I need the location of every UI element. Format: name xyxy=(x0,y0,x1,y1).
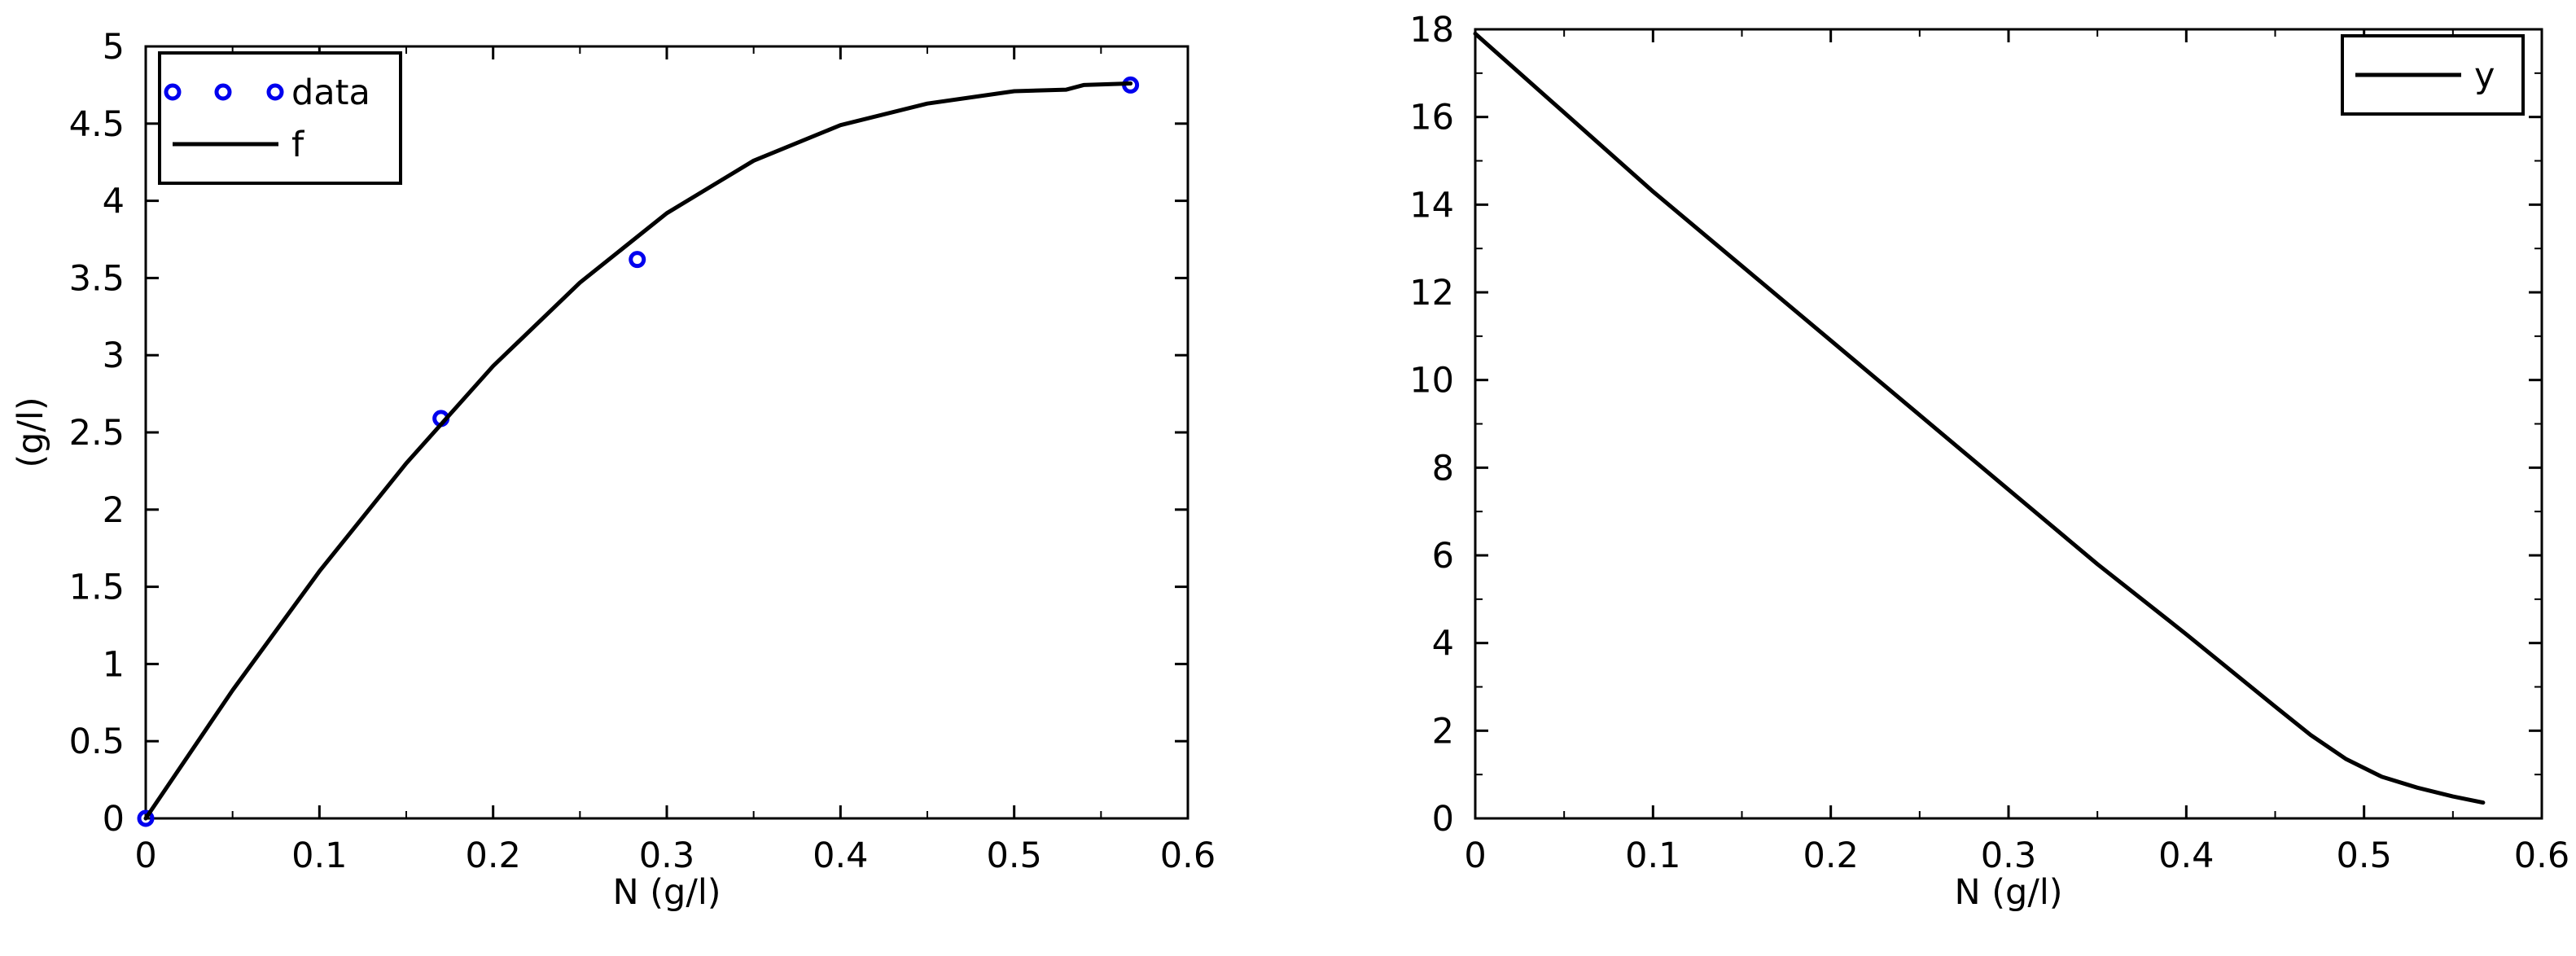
x-tick-label: 0.3 xyxy=(639,835,694,876)
y-tick-label: 4 xyxy=(1432,624,1454,664)
y-tick-label: 4.5 xyxy=(69,104,125,145)
legend-label-y: y xyxy=(2474,55,2495,96)
legend: y xyxy=(2341,34,2525,116)
y-tick-label: 14 xyxy=(1409,185,1454,226)
legend-label-f: f xyxy=(291,125,304,165)
legend-swatch-data xyxy=(164,83,182,101)
chart-right: 0 0.1 0.2 0.3 0.4 0.5 0.6 0 2 4 6 8 10 12 14 16 18 N (g/l… xyxy=(1409,10,2569,913)
x-tick-label: 0.6 xyxy=(2514,835,2569,876)
y-tick-label: 0 xyxy=(1432,799,1454,840)
y-tick-label: 10 xyxy=(1409,361,1454,401)
x-tick-label: 0.6 xyxy=(1160,835,1216,876)
data-point-data xyxy=(629,251,646,269)
x-axis-label: N (g/l) xyxy=(612,872,721,913)
y-tick-label: 6 xyxy=(1432,536,1454,577)
y-tick-label: 18 xyxy=(1409,10,1454,50)
y-tick-label: 1 xyxy=(103,644,125,685)
y-tick-label: 3.5 xyxy=(69,258,125,299)
y-axis-label: (g/l) xyxy=(11,397,51,467)
x-tick-label: 0.4 xyxy=(2158,835,2214,876)
legend-label-data: data xyxy=(291,72,370,113)
legend: data f xyxy=(158,51,402,185)
y-tick-label: 2 xyxy=(1432,711,1454,752)
x-tick-label: 0 xyxy=(134,835,156,876)
y-tick-label: 2.5 xyxy=(69,413,125,454)
x-tick-label: 0.2 xyxy=(465,835,520,876)
x-tick-label: 0.4 xyxy=(813,835,868,876)
x-tick-label: 0.5 xyxy=(986,835,1041,876)
series-line-f xyxy=(143,81,1133,821)
x-tick-label: 0.3 xyxy=(1981,835,2036,876)
y-tick-label: 4 xyxy=(103,182,125,222)
y-tick-label: 5 xyxy=(103,27,125,68)
y-tick-label: 0.5 xyxy=(69,721,125,762)
data-point-data xyxy=(137,809,155,827)
x-tick-label: 0.2 xyxy=(1803,835,1858,876)
chart-left: 0 0.1 0.2 0.3 0.4 0.5 0.6 0 0.5 1 1.5 2 2.5 3 3.5 4 4.5 5… xyxy=(11,27,1216,913)
y-tick-label: 16 xyxy=(1409,98,1454,138)
y-tick-label: 3 xyxy=(103,335,125,376)
x-tick-label: 0.5 xyxy=(2336,835,2391,876)
x-tick-label: 0 xyxy=(1464,835,1486,876)
legend-swatch-data xyxy=(214,83,232,101)
series-line-y xyxy=(1473,31,2486,805)
y-tick-label: 0 xyxy=(103,799,125,840)
legend-box xyxy=(158,51,402,185)
x-tick-label: 0.1 xyxy=(1625,835,1680,876)
x-axis-label: N (g/l) xyxy=(1954,872,2062,913)
y-tick-label: 1.5 xyxy=(69,568,125,608)
y-tick-label: 8 xyxy=(1432,448,1454,489)
legend-swatch-data xyxy=(266,83,284,101)
x-tick-label: 0.1 xyxy=(291,835,347,876)
y-tick-label: 2 xyxy=(103,490,125,531)
y-tick-label: 12 xyxy=(1409,273,1454,314)
